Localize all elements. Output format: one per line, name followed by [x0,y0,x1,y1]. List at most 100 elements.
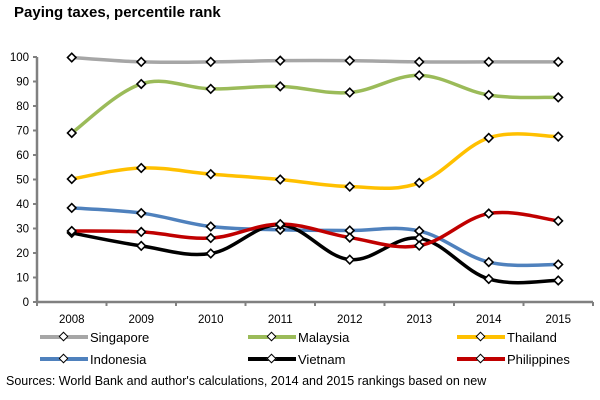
diamond-marker-icon [58,331,69,342]
data-point-thailand [483,132,495,144]
legend-item-singapore: Singapore [40,327,149,347]
chart-title: Paying taxes, percentile rank [14,4,221,21]
legend-item-indonesia: Indonesia [40,349,146,369]
data-point-malaysia [413,70,425,81]
data-point-thailand [135,162,147,174]
legend-swatch-singapore [40,327,88,347]
data-point-philippines [413,240,425,252]
x-tick-label: 2010 [198,314,224,326]
legend-swatch-philippines [457,349,505,369]
data-point-malaysia [552,92,564,103]
legend-item-philippines: Philippines [457,349,570,369]
axes: 0 10 20 30 40 50 60 70 80 90 100 2008 2009 2010 2011 20… [10,52,594,326]
x-tick-label: 2011 [268,314,293,326]
data-point-thailand [344,181,356,192]
series-line-singapore [70,55,560,65]
data-point-thailand [552,131,564,142]
data-point-singapore [344,55,356,67]
legend-item-vietnam: Vietnam [248,349,345,369]
legend-swatch-indonesia [40,349,88,369]
data-point-thailand [66,173,78,185]
x-tick-label: 2012 [337,314,363,326]
y-tick-label: 80 [16,101,29,113]
data-point-vietnam [344,254,356,265]
diamond-marker-icon [266,331,277,342]
data-point-indonesia [66,202,78,214]
legend-swatch-vietnam [248,349,296,369]
series-line-vietnam [70,223,560,285]
diamond-marker-icon [475,353,486,364]
legend-label-indonesia: Indonesia [90,351,147,367]
data-point-singapore [135,56,147,68]
data-point-vietnam [483,273,495,285]
data-point-vietnam [413,232,425,244]
data-point-singapore [205,56,217,68]
y-tick-label: 70 [16,126,29,138]
legend-label-thailand: Thailand [507,329,557,345]
data-point-philippines [205,232,217,244]
chart-plot: 0 10 20 30 40 50 60 70 80 90 100 2008 2009 2010 2011 20… [10,52,594,326]
data-point-indonesia [135,207,147,219]
data-point-philippines [344,232,356,243]
data-point-malaysia [135,78,147,90]
data-point-thailand [274,174,286,185]
data-point-indonesia [483,256,495,268]
data-point-malaysia [66,127,78,139]
diamond-marker-icon [58,353,69,364]
series-line-indonesia [70,206,560,268]
data-point-malaysia [205,83,217,95]
legend-swatch-malaysia [248,327,296,347]
y-tick-label: 100 [10,52,29,64]
data-point-indonesia [413,225,425,237]
data-point-singapore [483,56,495,68]
series-markers [66,52,564,286]
legend-item-thailand: Thailand [457,327,557,347]
diamond-marker-icon [475,331,486,342]
legend-label-philippines: Philippines [507,351,570,367]
data-point-indonesia [552,259,564,270]
y-tick-label: 60 [16,150,29,162]
data-point-malaysia [344,87,356,98]
legend: Singapore Malaysia Thailand Indonesia Vi… [0,326,600,370]
data-point-philippines [483,208,495,219]
data-point-thailand [413,177,425,189]
data-point-malaysia [274,81,286,92]
data-point-thailand [205,168,217,180]
data-point-vietnam [552,275,564,286]
data-point-vietnam [205,248,217,259]
y-tick-label: 10 [16,273,29,285]
data-point-philippines [66,225,78,237]
data-point-philippines [552,215,564,227]
series-lines [70,55,560,285]
y-tick-label: 90 [16,77,29,89]
x-tick-label: 2013 [406,314,432,326]
legend-label-malaysia: Malaysia [298,329,350,345]
data-point-singapore [66,52,78,63]
y-tick-label: 0 [23,297,29,309]
y-tick-label: 50 [16,175,29,187]
data-point-malaysia [483,89,495,101]
legend-label-singapore: Singapore [90,329,150,345]
y-tick-label: 20 [16,248,29,260]
data-point-philippines [274,218,286,230]
data-point-singapore [552,56,564,68]
y-tick-label: 40 [16,199,29,211]
source-note: Sources: World Bank and author's calcula… [6,374,487,388]
data-point-philippines [135,226,147,238]
diamond-marker-icon [266,353,277,364]
x-tick-label: 2009 [128,314,154,326]
data-point-indonesia [344,225,356,236]
legend-swatch-thailand [457,327,505,347]
x-tick-label: 2014 [476,314,502,326]
legend-label-vietnam: Vietnam [298,351,346,367]
series-line-philippines [70,210,560,249]
data-point-vietnam [135,240,147,252]
y-tick-label: 30 [16,224,29,236]
data-point-singapore [274,55,286,67]
data-point-indonesia [205,221,217,232]
series-line-thailand [70,132,560,191]
legend-item-malaysia: Malaysia [248,327,349,347]
data-point-singapore [413,56,425,68]
x-tick-label: 2015 [545,314,571,326]
x-tick-label: 2008 [59,314,85,326]
